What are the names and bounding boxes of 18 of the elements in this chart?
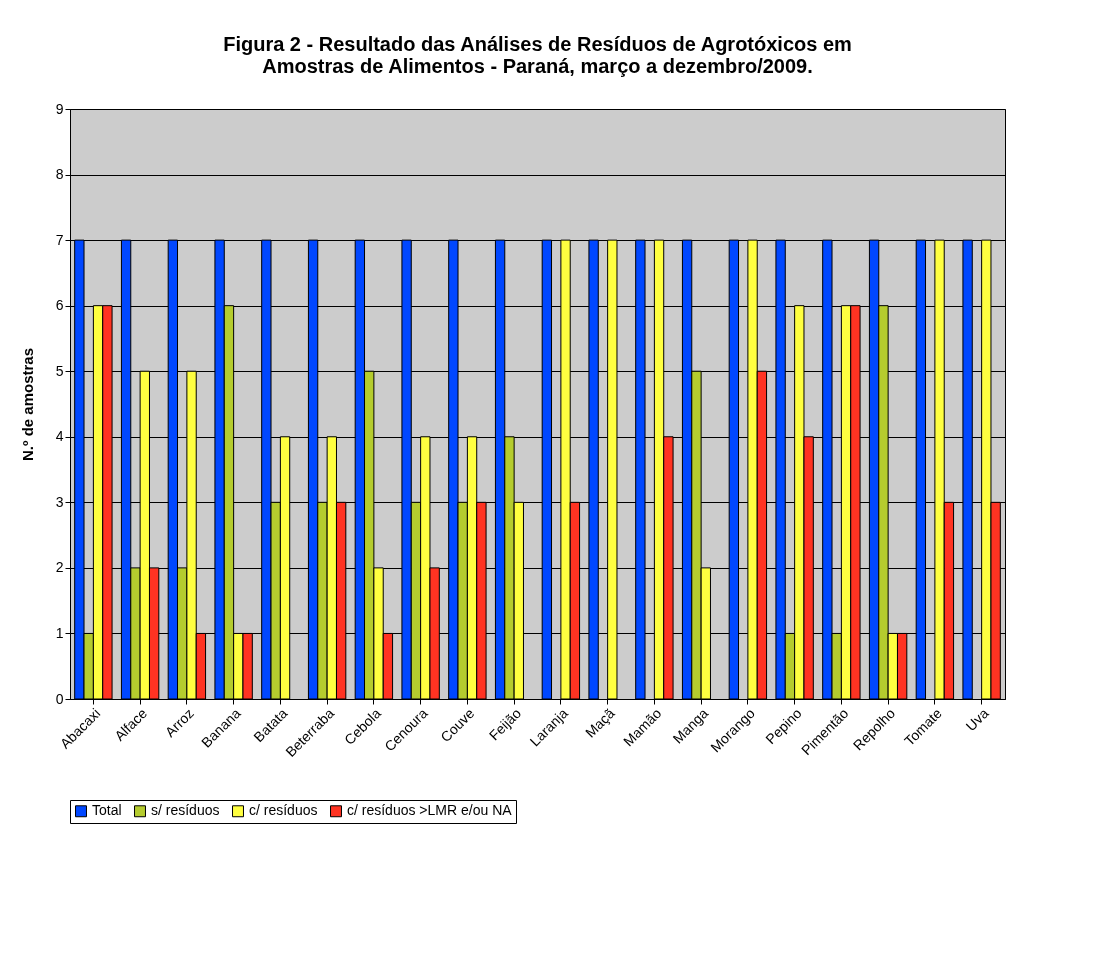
y-axis-title: N.º de amostras bbox=[18, 347, 36, 462]
y-tick-label: 0 bbox=[55, 690, 64, 707]
text: Figura 2 - Resultado das Análises de Resíduos de Agrotóxicos em bbox=[223, 33, 852, 55]
y-tick-label: 4 bbox=[55, 428, 64, 445]
y-tick-label: 7 bbox=[55, 231, 64, 248]
legend-label: s/ resíduos bbox=[151, 802, 220, 819]
legend-label: c/ resíduos >LMR e/ou NA bbox=[347, 802, 513, 819]
x-tick-label: Uva bbox=[962, 704, 992, 735]
text: Amostras de Alimentos - Paraná, março a dezembro/2009. bbox=[262, 55, 813, 77]
y-tick-label: 3 bbox=[55, 493, 64, 510]
y-tick-label: 2 bbox=[55, 559, 64, 576]
legend-label: c/ resíduos bbox=[249, 802, 318, 819]
y-tick-label: 5 bbox=[55, 362, 64, 379]
y-tick-label: 9 bbox=[55, 100, 64, 117]
legend-label: Total bbox=[92, 802, 122, 819]
y-tick-label: 1 bbox=[55, 624, 64, 641]
y-tick-label: 6 bbox=[55, 297, 64, 314]
y-tick-label: 8 bbox=[55, 166, 64, 183]
